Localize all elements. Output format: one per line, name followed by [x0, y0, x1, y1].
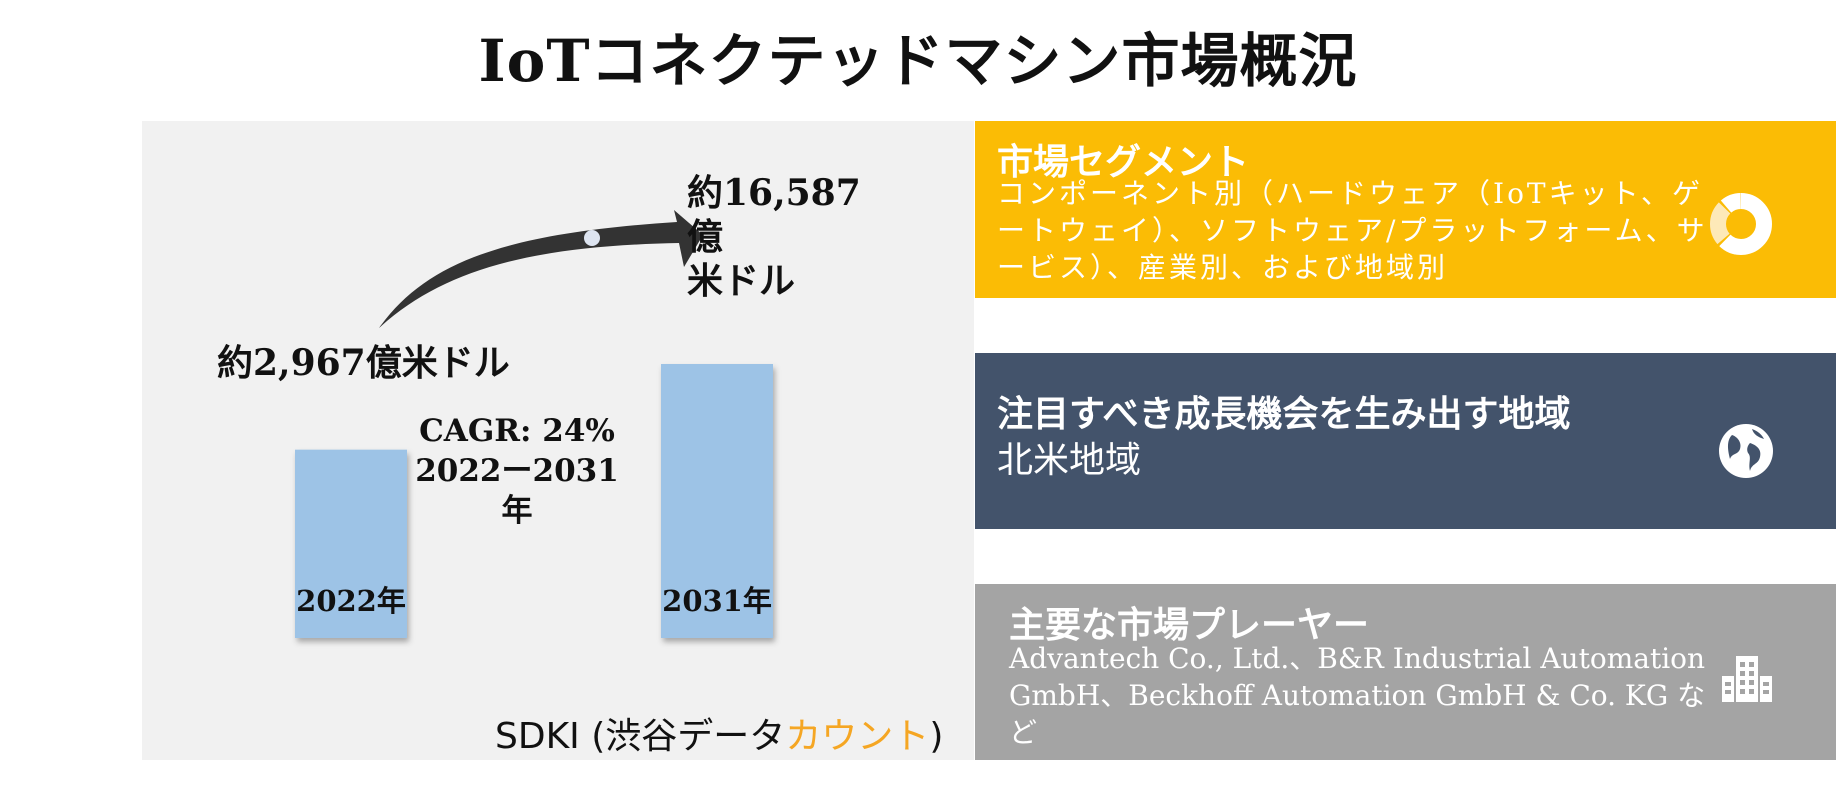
globe-icon	[1719, 424, 1773, 478]
chart-panel: 約2,967億米ドル 約16,587億 米ドル CAGR: 24% 2022ー2…	[142, 121, 974, 760]
category-label-2022: 2022年	[296, 584, 406, 618]
segments-body: コンポーネント別（ハードウェア（IoTキット、ゲートウェイ）、ソフトウェア/プラ…	[997, 177, 1708, 284]
donut-chart-icon	[1710, 193, 1772, 255]
building-icon	[1722, 656, 1772, 702]
panel-growth-regions: 注目すべき成長機会を生み出す地域 北米地域	[975, 353, 1836, 529]
players-body: Advantech Co., Ltd.、B&R Industrial Autom…	[1009, 642, 1706, 749]
regions-title: 注目すべき成長機会を生み出す地域	[997, 393, 1571, 435]
page-title: IoTコネクテッドマシン市場概況	[478, 27, 1358, 95]
value-label-2022: 約2,967億米ドル	[217, 342, 510, 384]
regions-body: 北米地域	[997, 440, 1142, 481]
segments-title: 市場セグメント	[997, 141, 1250, 183]
category-label-2031: 2031年	[662, 584, 772, 618]
arrow-dot	[584, 230, 600, 246]
value-label-2031: 約16,587億 米ドル	[687, 172, 861, 302]
growth-chart	[295, 210, 773, 638]
players-title: 主要な市場プレーヤー	[1009, 604, 1370, 646]
growth-arrow	[379, 210, 703, 328]
bar-2022	[295, 449, 407, 638]
cagr-label: CAGR: 24% 2022ー2031年	[415, 413, 619, 529]
source-credit: SDKI (渋谷データカウント)	[495, 716, 944, 757]
panel-key-players: 主要な市場プレーヤー Advantech Co., Ltd.、B&R Indus…	[975, 584, 1836, 760]
panel-market-segments: 市場セグメント コンポーネント別（ハードウェア（IoTキット、ゲートウェイ）、ソ…	[975, 121, 1836, 298]
bar-2031	[661, 364, 773, 638]
